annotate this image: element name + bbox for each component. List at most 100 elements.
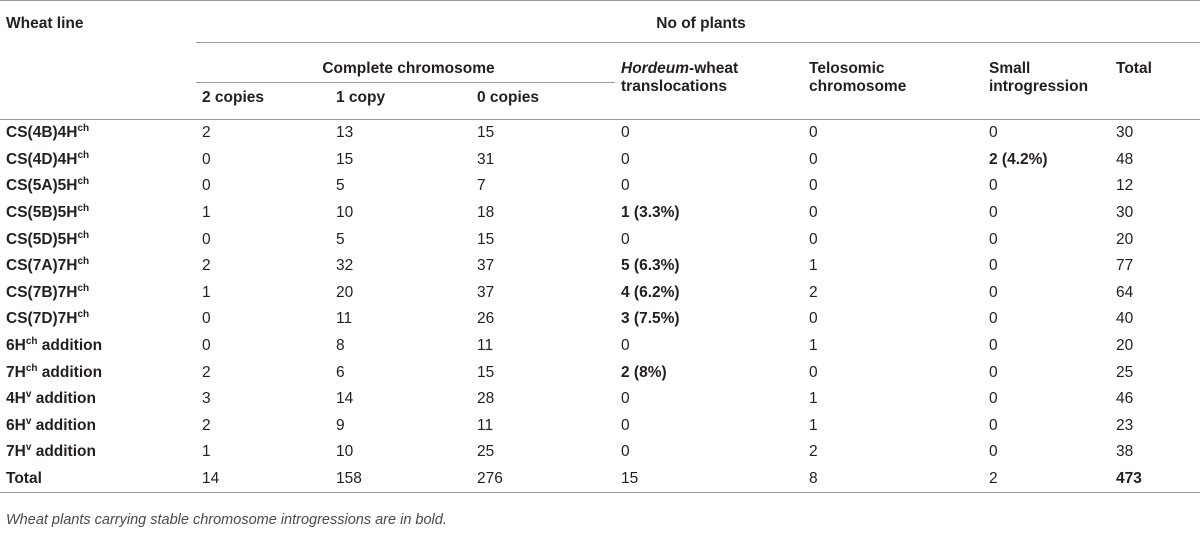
translocations-cell: 0: [621, 150, 630, 168]
header-complete-chromosome: Complete chromosome: [196, 42, 615, 83]
small-introgression-cell: 0: [989, 416, 998, 434]
two-copies-cell: 1: [202, 204, 211, 222]
wheat-line-cell: 7Hch addition: [6, 362, 103, 381]
telosomic-cell: 1: [809, 416, 818, 434]
total-cell: 20: [1116, 230, 1134, 248]
two-copies-cell: 0: [202, 177, 211, 195]
one-copy-cell: 5: [336, 177, 345, 195]
small-introgression-cell: 0: [989, 230, 998, 248]
zero-copies-cell: 37: [477, 257, 495, 275]
zero-copies-cell: 11: [477, 416, 494, 434]
wheat-line-cell: 4Hv addition: [6, 389, 96, 408]
total-cell: 30: [1110, 118, 1200, 147]
total-cell: 30: [1116, 204, 1134, 222]
one-copy-cell: 20: [336, 283, 354, 301]
small-introgression-cell: 0: [989, 337, 998, 355]
total-row: Total 14 158 276 15 8 2 473: [0, 465, 1200, 494]
wheat-line-cell: CS(4B)4Hch: [0, 118, 196, 147]
table-row: CS(5A)5Hch 0 5 7 0 0 0 12: [0, 173, 1200, 200]
telosomic-cell: 0: [809, 230, 818, 248]
table-row: 4Hv addition 3 14 28 0 1 0 46: [0, 386, 1200, 413]
one-copy-cell: 6: [336, 363, 345, 381]
header-2-copies: 2 copies: [196, 82, 330, 120]
telosomic-cell: 0: [809, 204, 818, 222]
total-telo-cell: 8: [803, 465, 983, 494]
wheat-line-cell: CS(7A)7Hch: [6, 256, 90, 275]
telosomic-cell: 0: [803, 118, 983, 147]
telosomic-cell: 2: [809, 283, 818, 301]
telosomic-cell: 1: [809, 337, 818, 355]
introgression-table: Wheat line No of plants Complete chromos…: [0, 0, 1200, 494]
zero-copies-cell: 11: [477, 337, 494, 355]
two-copies-cell: 2: [202, 257, 211, 275]
telosomic-cell: 0: [809, 177, 818, 195]
two-copies-cell: 2: [196, 118, 330, 147]
table-row: 7Hch addition 2 6 15 2 (8%) 0 0 25: [0, 359, 1200, 386]
table-row: CS(4D)4Hch 0 15 31 0 0 2 (4.2%) 48: [0, 147, 1200, 174]
zero-copies-cell: 18: [477, 204, 495, 222]
header-1-copy: 1 copy: [330, 82, 471, 120]
telosomic-cell: 0: [809, 310, 818, 328]
small-introgression-cell: 0: [989, 310, 998, 328]
table-body: CS(4B)4Hch 2 13 15 0 0 0 30 CS(4D)4Hch 0 15 31 0 0 2 (…: [0, 118, 1200, 494]
table-row: CS(5D)5Hch 0 5 15 0 0 0 20: [0, 226, 1200, 253]
header-total: Total: [1110, 42, 1200, 120]
translocations-cell: 0: [621, 230, 630, 248]
telosomic-cell: 1: [809, 390, 818, 408]
wheat-line-cell: CS(5A)5Hch: [6, 176, 90, 195]
one-copy-cell: 9: [336, 416, 345, 434]
header-no-of-plants: No of plants: [196, 0, 1200, 43]
total-small-cell: 2: [983, 465, 1110, 494]
small-introgression-cell: 0: [989, 363, 998, 381]
translocations-cell: 0: [621, 177, 630, 195]
zero-copies-cell: 26: [477, 310, 495, 328]
total-cell: 40: [1116, 310, 1134, 328]
two-copies-cell: 3: [202, 390, 211, 408]
wheat-line-cell: CS(7B)7Hch: [6, 282, 90, 301]
total-cell: 12: [1116, 177, 1134, 195]
total-c1-cell: 158: [330, 465, 471, 494]
table-row: CS(4B)4Hch 2 13 15 0 0 0 30: [0, 118, 1200, 147]
table-row: CS(5B)5Hch 1 10 18 1 (3.3%) 0 0 30: [0, 200, 1200, 227]
header-wheat-line: Wheat line: [0, 0, 196, 43]
table-row: 6Hch addition 0 8 11 0 1 0 20: [0, 333, 1200, 360]
two-copies-cell: 1: [202, 283, 211, 301]
one-copy-cell: 10: [336, 443, 354, 461]
one-copy-cell: 8: [336, 337, 345, 355]
total-cell: 20: [1116, 337, 1134, 355]
two-copies-cell: 2: [202, 416, 211, 434]
translocations-cell: 0: [621, 416, 630, 434]
table-row: CS(7B)7Hch 1 20 37 4 (6.2%) 2 0 64: [0, 280, 1200, 307]
one-copy-cell: 11: [336, 310, 353, 328]
zero-copies-cell: 31: [477, 150, 495, 168]
two-copies-cell: 0: [202, 230, 211, 248]
table-row: 6Hv addition 2 9 11 0 1 0 23: [0, 413, 1200, 440]
translocations-cell: 0: [621, 390, 630, 408]
total-cell: 64: [1116, 283, 1134, 301]
zero-copies-cell: 37: [477, 283, 495, 301]
small-introgression-cell: 0: [989, 177, 998, 195]
total-c2-cell: 14: [196, 465, 330, 494]
translocations-cell: 0: [615, 118, 803, 147]
translocations-cell: 4 (6.2%): [621, 283, 680, 301]
small-introgression-cell: 0: [989, 204, 998, 222]
wheat-line-cell: CS(7D)7Hch: [6, 309, 90, 328]
zero-copies-cell: 15: [477, 230, 495, 248]
telosomic-cell: 1: [809, 257, 818, 275]
two-copies-cell: 1: [202, 443, 211, 461]
one-copy-cell: 15: [336, 150, 354, 168]
total-c0-cell: 276: [471, 465, 615, 494]
wheat-line-cell: 6Hch addition: [6, 336, 103, 355]
wheat-line-cell: CS(4D)4Hch: [6, 149, 90, 168]
total-cell: 77: [1116, 257, 1134, 275]
telosomic-cell: 0: [809, 150, 818, 168]
translocations-cell: 1 (3.3%): [621, 204, 680, 222]
table-row: CS(7A)7Hch 2 32 37 5 (6.3%) 1 0 77: [0, 253, 1200, 280]
two-copies-cell: 0: [202, 310, 211, 328]
one-copy-cell: 10: [336, 204, 354, 222]
small-introgression-cell: 2 (4.2%): [989, 150, 1048, 168]
table-footnote: Wheat plants carrying stable chromosome …: [6, 512, 447, 528]
translocations-cell: 0: [621, 337, 630, 355]
translocations-cell: 5 (6.3%): [621, 257, 680, 275]
